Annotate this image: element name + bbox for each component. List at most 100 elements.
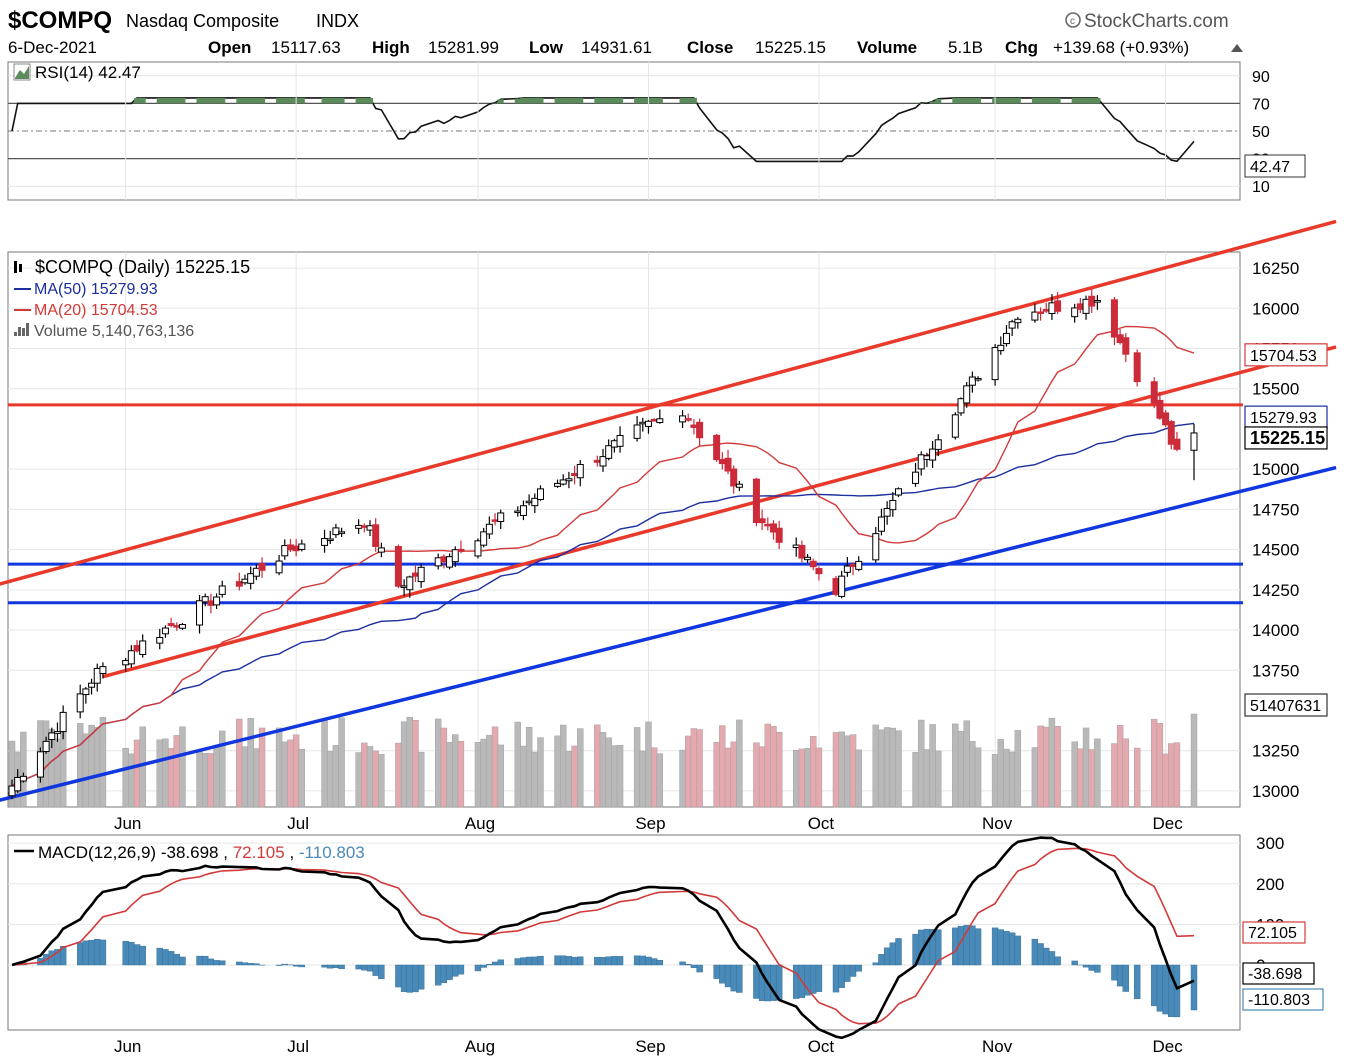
- volume-bar: [883, 727, 891, 808]
- volume-bar: [452, 734, 459, 808]
- volume-bar: [633, 727, 641, 808]
- candle: [36, 747, 44, 783]
- volume-bar: [435, 718, 442, 808]
- candle: [14, 769, 22, 793]
- symbol: $COMPQ: [8, 7, 112, 34]
- volume-bar: [690, 728, 698, 808]
- macd-histogram-bar: [1190, 964, 1198, 1011]
- candle: [929, 440, 937, 468]
- macd-histogram-bar: [844, 964, 851, 982]
- volume-bar: [753, 742, 760, 808]
- macd-histogram-bar: [1094, 964, 1101, 973]
- macd-histogram-bar: [474, 964, 482, 972]
- price-legend-item: MA(50) 15279.93: [34, 281, 158, 298]
- candle: [417, 563, 425, 588]
- rsi-legend: RSI(14) 42.47: [13, 63, 141, 82]
- macd-histogram-bar: [236, 961, 243, 966]
- macd-histogram-bar: [179, 956, 186, 966]
- svg-text:c: c: [1070, 16, 1075, 27]
- rsi-value-tag: [1244, 154, 1306, 178]
- rsi-overbought-fill: [952, 97, 959, 104]
- candle: [832, 575, 840, 597]
- macd-histogram-bar: [650, 958, 658, 966]
- candle: [963, 382, 971, 408]
- volume-value: 5.1B: [948, 38, 983, 57]
- candle: [42, 736, 50, 754]
- candle: [377, 542, 385, 558]
- price-tick-label: 15000: [1252, 460, 1299, 479]
- macd-histogram-bar: [76, 942, 84, 966]
- volume-bar: [480, 738, 487, 808]
- macd-histogram-bar: [1162, 964, 1169, 1015]
- price-legend-item: MA(20) 15704.53: [34, 302, 158, 319]
- macd-histogram-bar: [656, 960, 664, 966]
- macd-histogram-bar: [412, 964, 419, 993]
- candle: [889, 492, 897, 517]
- volume-bar: [639, 750, 646, 808]
- volume-bar: [1133, 747, 1141, 808]
- macd-histogram-bar: [162, 949, 169, 966]
- volume-bar: [650, 747, 658, 808]
- macd-histogram-bar: [99, 939, 107, 966]
- volume-bar: [611, 745, 618, 808]
- price-tick-label: 14000: [1252, 621, 1299, 640]
- candle: [1162, 410, 1170, 428]
- candle: [872, 527, 880, 563]
- volume-bar: [94, 727, 101, 808]
- macd-histogram-bar: [525, 956, 533, 966]
- candle: [599, 448, 607, 472]
- brand-logo[interactable]: c StockCharts.com: [1065, 11, 1229, 32]
- candle: [1156, 391, 1164, 420]
- rsi-overbought-fill: [168, 97, 175, 104]
- volume-bar: [1008, 751, 1016, 808]
- volume-bar: [133, 739, 141, 808]
- rsi-tick-label: 70: [1252, 96, 1270, 113]
- volume-bar: [895, 730, 902, 808]
- macd-histogram-bar: [292, 964, 300, 967]
- macd-histogram-bar: [1043, 947, 1050, 966]
- candle: [895, 487, 902, 498]
- volume-tag-text: 51407631: [1250, 698, 1321, 715]
- volume-bar: [849, 734, 857, 808]
- macd-tick-label: 200: [1256, 875, 1284, 894]
- volume-bar: [605, 737, 612, 808]
- candle: [536, 485, 544, 501]
- rsi-overbought-fill: [1088, 97, 1095, 104]
- volume-bar: [1048, 718, 1056, 808]
- volume-bar: [406, 716, 413, 808]
- close-tag-text: 15225.15: [1250, 428, 1325, 448]
- candle: [372, 518, 380, 552]
- macd-histogram-bar: [213, 960, 220, 966]
- macd-histogram-bar: [889, 942, 897, 966]
- volume-bar: [54, 738, 61, 808]
- volume-bar: [997, 739, 1004, 808]
- rsi-overbought-fill: [969, 97, 976, 104]
- volume-bar: [372, 750, 379, 808]
- candle: [247, 566, 255, 590]
- macd-hist-value: -110.803: [299, 843, 365, 862]
- volume-bar: [1116, 725, 1124, 808]
- candle: [724, 449, 732, 475]
- candle: [565, 471, 573, 489]
- macd-histogram-bar: [724, 964, 732, 988]
- volume-bar: [253, 748, 260, 808]
- rsi-overbought-fill: [639, 97, 646, 104]
- macd-histogram-bar: [378, 964, 385, 980]
- rsi-overbought-fill: [276, 97, 283, 104]
- macd-histogram-bar: [639, 955, 646, 966]
- svg-text:Open: Open: [208, 38, 251, 57]
- macd-histogram-bar: [520, 957, 527, 966]
- rsi-overbought-fill: [685, 97, 692, 104]
- rsi-overbought-fill: [332, 97, 339, 104]
- candle: [974, 376, 982, 382]
- macd-histogram-bar: [605, 956, 612, 966]
- volume-bar: [1094, 738, 1101, 808]
- quote-date: 6-Dec-2021: [8, 38, 97, 57]
- rsi-overbought-fill: [975, 97, 982, 104]
- rsi-tick-label: 50: [1252, 124, 1270, 141]
- candle: [1008, 319, 1016, 337]
- rsi-overbought-fill: [1009, 97, 1016, 104]
- macd-histogram-bar: [895, 938, 902, 966]
- rsi-overbought-fill: [173, 97, 180, 104]
- candle: [633, 416, 641, 442]
